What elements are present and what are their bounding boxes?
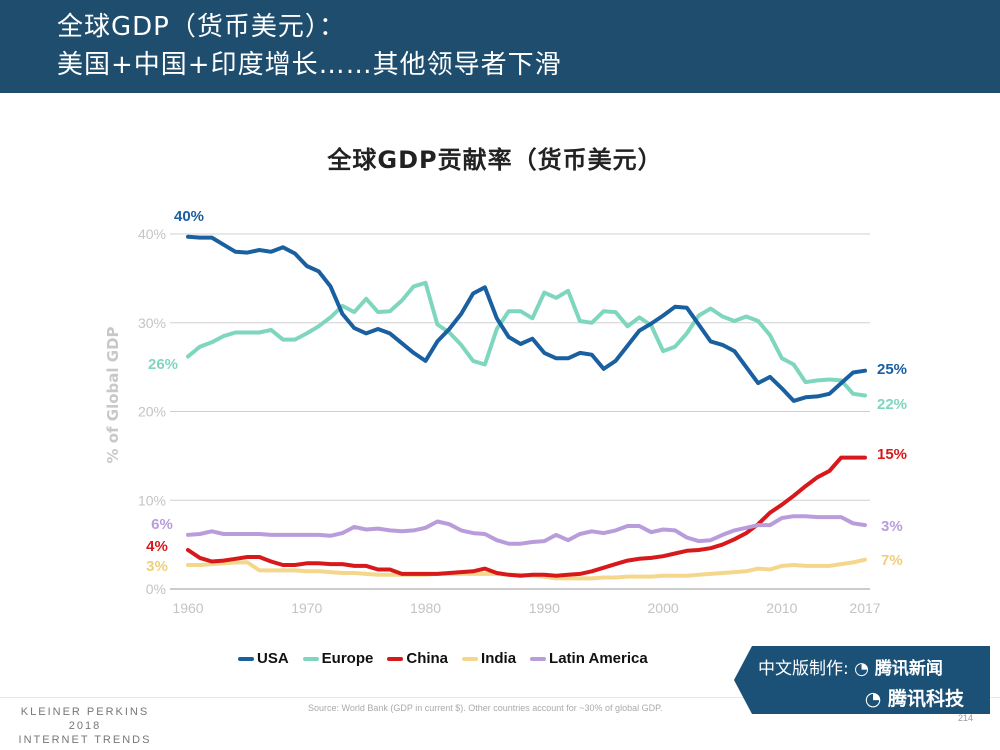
legend-label: Latin America: [549, 650, 648, 667]
start-label-china: 4%: [146, 538, 168, 555]
y-tick-label: 0%: [146, 581, 166, 597]
start-label-europe: 26%: [148, 356, 178, 373]
series-line-latin-america: [186, 514, 867, 546]
x-tick-label: 1970: [291, 600, 322, 616]
page-number: 214: [958, 713, 974, 723]
legend-swatch: [238, 656, 254, 661]
legend-item-usa: USA: [238, 650, 289, 667]
y-tick-label: 10%: [138, 492, 166, 508]
chart-legend: USA Europe China India Latin America: [238, 650, 648, 667]
legend-swatch: [462, 656, 479, 661]
badge-label-row: 中文版制作: ◔ 腾讯新闻: [758, 654, 943, 679]
x-tick-label: 2010: [766, 600, 797, 616]
start-label-india: 3%: [146, 558, 168, 575]
legend-item-india: India: [462, 650, 516, 667]
legend-swatch: [530, 656, 547, 661]
logo-line3: INTERNET TRENDS: [18, 734, 152, 746]
kleiner-perkins-logo: KLEINER PERKINS 2018 INTERNET TRENDS: [10, 705, 160, 747]
line-chart: 0% 10% 20% 30% 40% 1960 1970 1980 1990 2000 2010 20…: [104, 208, 907, 616]
series-line-europe: [186, 280, 867, 398]
y-tick-label: 20%: [138, 404, 166, 420]
start-label-usa: 40%: [174, 208, 204, 225]
legend-swatch: [302, 656, 319, 661]
y-tick-label: 30%: [138, 315, 166, 331]
badge-brand-news: ◔ 腾讯新闻: [854, 659, 943, 679]
end-label-usa: 25%: [877, 361, 907, 378]
end-label-europe: 22%: [877, 396, 907, 413]
y-tick-label: 40%: [138, 226, 166, 242]
header-title-line2: 美国+中国+印度增长……其他领导者下滑: [57, 50, 562, 80]
logo-line2: 2018: [68, 720, 102, 732]
start-label-latin-america: 6%: [151, 516, 173, 533]
x-tick-label: 2000: [648, 600, 679, 616]
series-line-china: [186, 455, 867, 578]
legend-item-china: China: [387, 650, 448, 667]
end-label-china: 15%: [877, 446, 907, 463]
chart-title: 全球GDP贡献率（货币美元）: [327, 146, 663, 174]
footer-divider: [0, 697, 1000, 698]
legend-label: India: [481, 650, 517, 667]
legend-label: Europe: [321, 650, 374, 667]
header-title-line1: 全球GDP（货币美元）：: [57, 12, 346, 42]
legend-item-latin-america: Latin America: [530, 650, 648, 667]
slide-header: 全球GDP（货币美元）： 美国+中国+印度增长……其他领导者下滑: [0, 0, 1000, 93]
badge-label: 中文版制作:: [758, 659, 849, 679]
x-tick-label: 1960: [172, 600, 203, 616]
badge-brand-tech: ◔ 腾讯科技: [864, 688, 964, 710]
x-tick-label: 1990: [529, 600, 560, 616]
x-tick-label: 1980: [410, 600, 441, 616]
source-note: Source: World Bank (GDP in current $). O…: [308, 703, 663, 713]
x-tick-label: 2017: [849, 600, 880, 616]
end-label-latin-america: 3%: [881, 518, 903, 535]
series-line-usa: [186, 234, 867, 403]
y-axis-label: % of Global GDP: [104, 326, 122, 463]
legend-swatch: [387, 656, 404, 661]
end-label-india: 7%: [881, 552, 903, 569]
tencent-badge: 中文版制作: ◔ 腾讯新闻 ◔ 腾讯科技: [734, 646, 990, 714]
legend-item-europe: Europe: [302, 650, 374, 667]
legend-label: USA: [257, 650, 289, 667]
logo-line1: KLEINER PERKINS: [20, 706, 150, 718]
legend-label: China: [406, 650, 449, 667]
